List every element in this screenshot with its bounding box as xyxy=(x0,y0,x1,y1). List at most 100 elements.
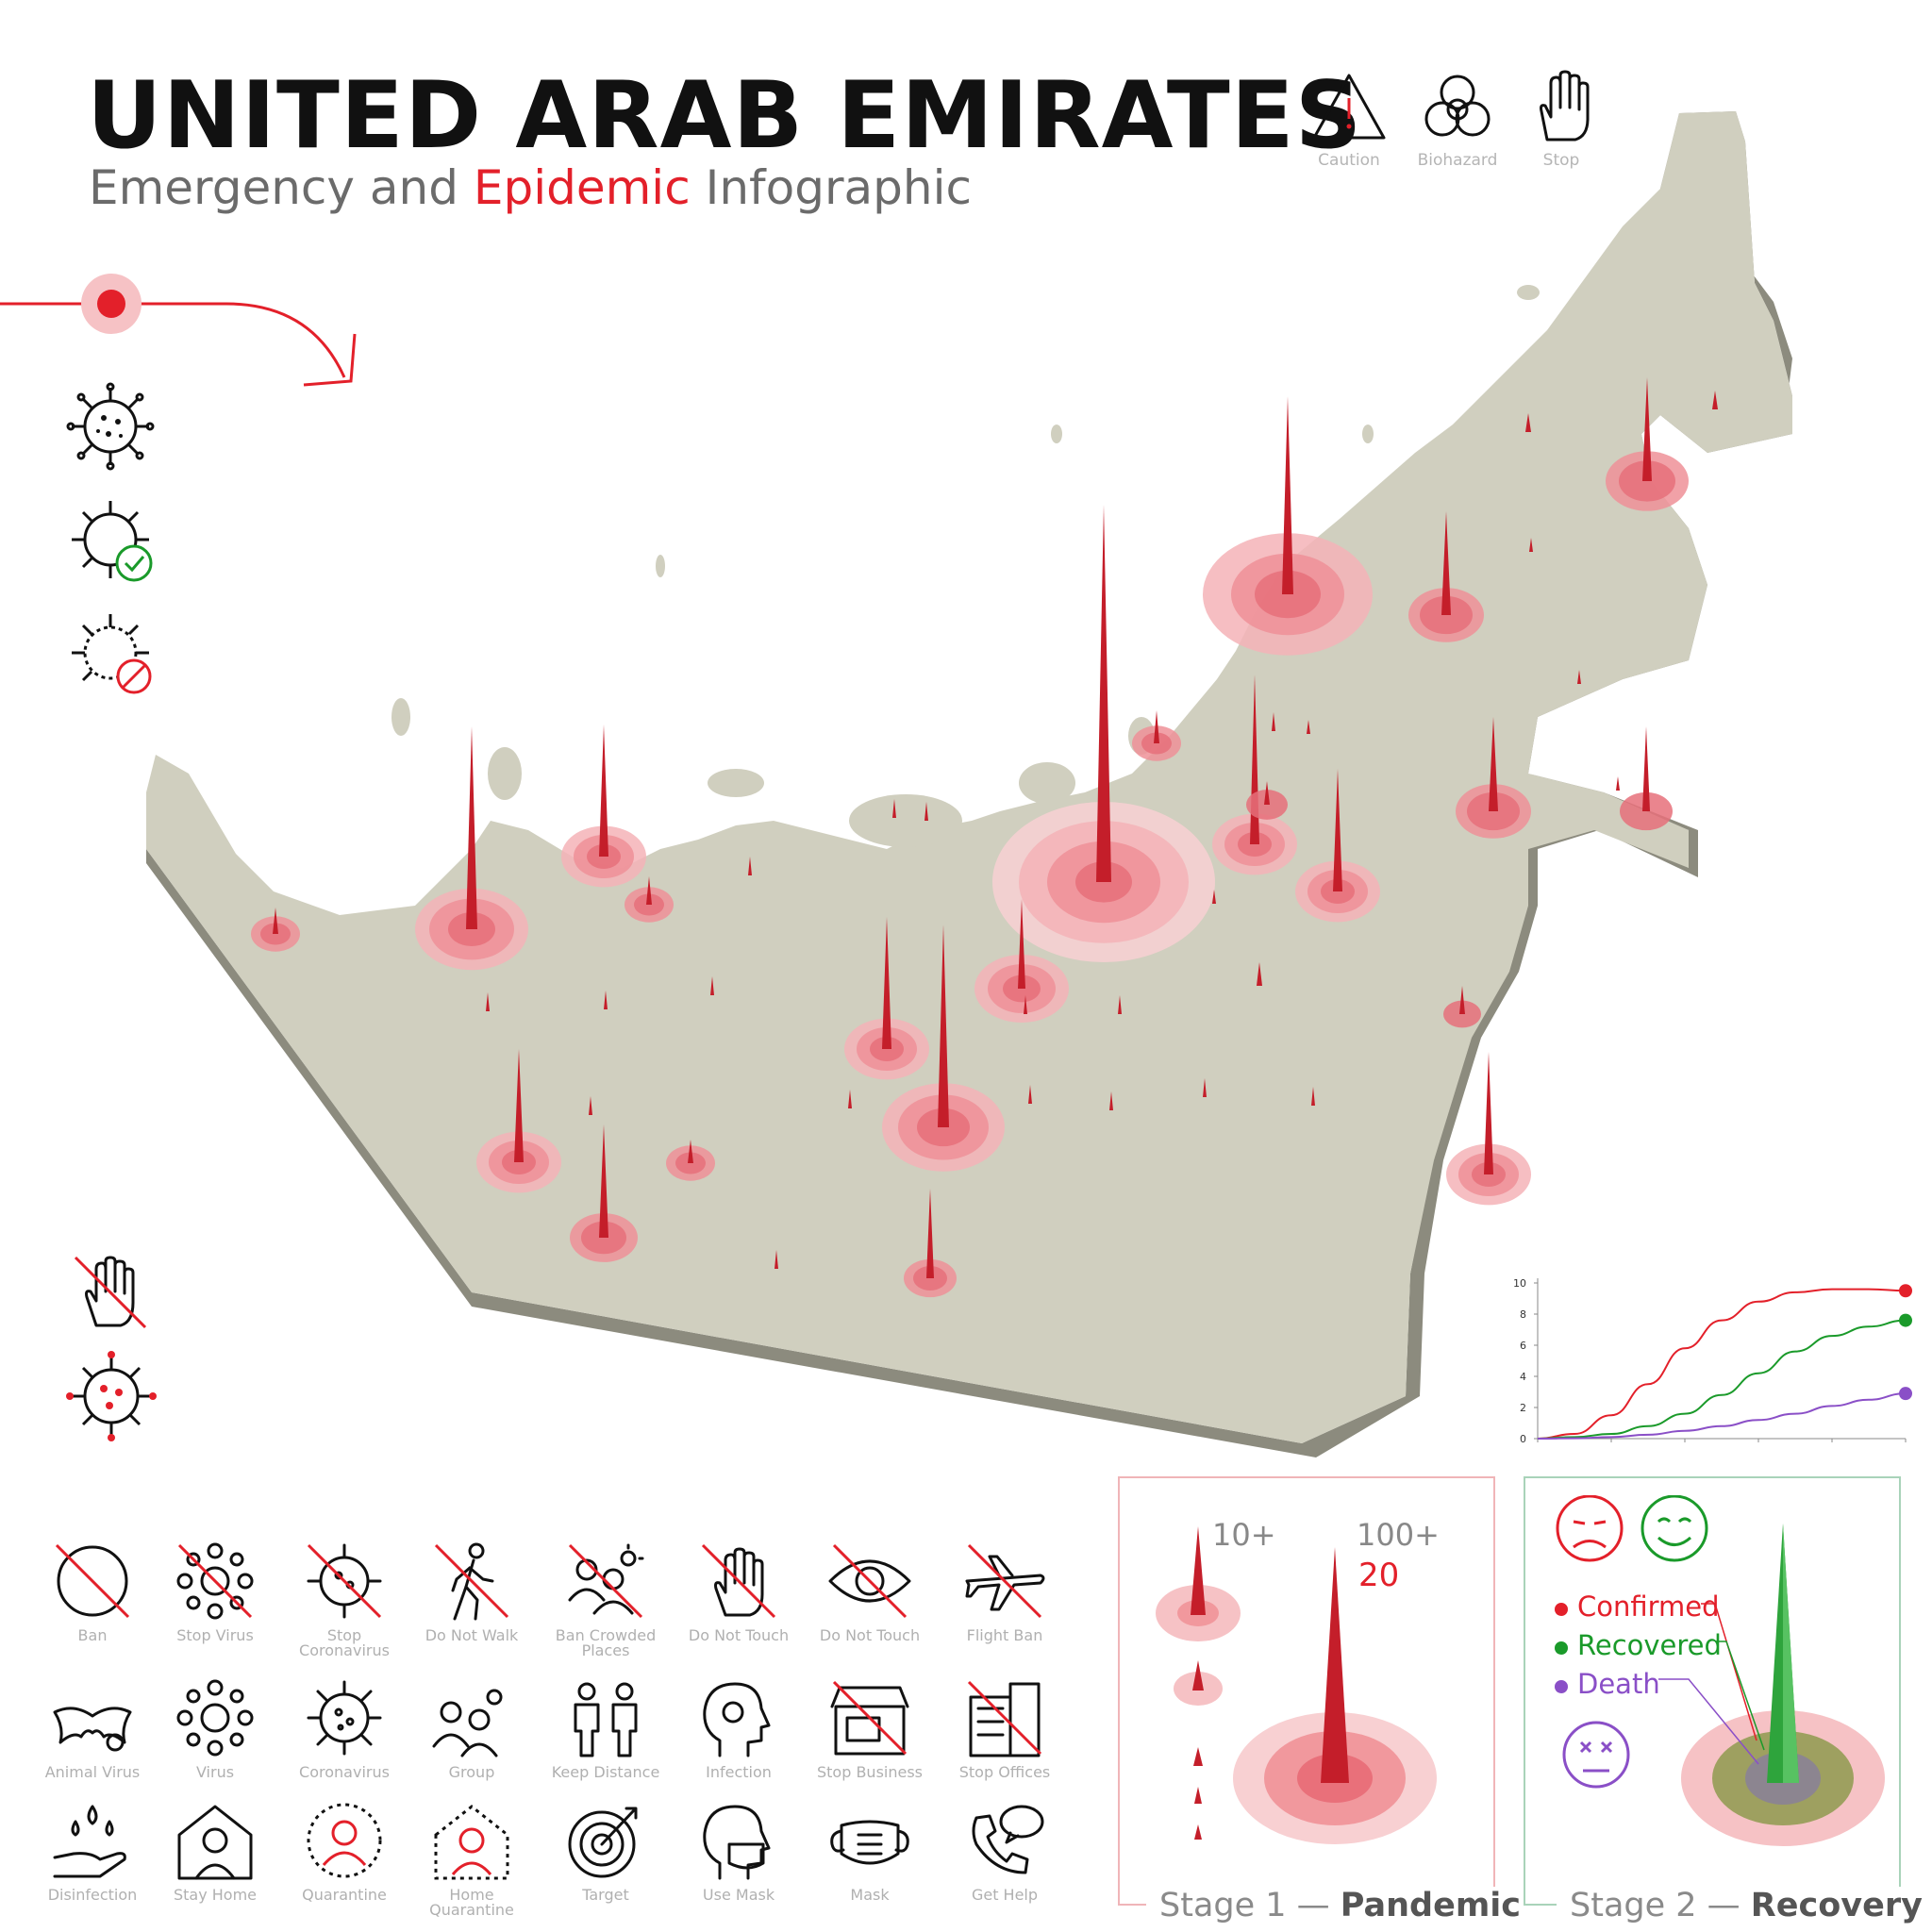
uae-map xyxy=(146,111,1792,1457)
map-spike xyxy=(1257,962,1262,986)
map-spike xyxy=(1443,986,1481,1028)
map-spike xyxy=(1577,670,1581,684)
stop-hand-icon xyxy=(1540,70,1590,142)
stage2-graphic xyxy=(1556,1495,1885,1846)
map-spike xyxy=(1203,396,1373,656)
grid-item-group: Group xyxy=(410,1674,533,1780)
biohazard-icon xyxy=(1424,75,1491,137)
stage1-title-b: Pandemic xyxy=(1340,1887,1522,1924)
chart-series-endpoint-2 xyxy=(1899,1387,1912,1401)
subtitle-part-3: Infographic xyxy=(690,160,972,215)
map-spike xyxy=(1109,1091,1113,1110)
stage1-spike-large xyxy=(1233,1547,1437,1844)
grid-item-disinfection: Disinfection xyxy=(31,1797,154,1903)
map-spike xyxy=(486,992,490,1011)
stage1-spike-tiny xyxy=(1174,1660,1223,1840)
map-spike xyxy=(1132,710,1181,761)
grid-item-stop-virus: Stop Virus xyxy=(154,1538,276,1643)
coronavirus-icon xyxy=(307,1680,382,1756)
confirmed-label: Confirmed xyxy=(1577,1591,1720,1623)
grid-item-label: Stop Offices xyxy=(958,1763,1051,1781)
get-help-icon xyxy=(972,1805,1044,1874)
map-spike xyxy=(904,1189,957,1298)
grid-item-label: Use Mask xyxy=(702,1886,775,1904)
map-spike xyxy=(1456,717,1531,839)
grid-item-label: Do Not Walk xyxy=(425,1626,519,1644)
virus-check-icon xyxy=(72,501,153,582)
caution-item: Caution xyxy=(1297,70,1401,170)
map-spike xyxy=(1446,1052,1531,1206)
map-spike xyxy=(604,991,608,1009)
chart-series-line-2 xyxy=(1537,1392,1907,1440)
map-spike xyxy=(666,1140,715,1181)
recovered-dot xyxy=(1555,1641,1568,1655)
map-spike xyxy=(844,917,929,1080)
subtitle-highlight: Epidemic xyxy=(473,160,691,215)
disinfection-icon xyxy=(53,1805,126,1878)
do-not-touch-icon xyxy=(701,1543,776,1619)
grid-item-label: Group xyxy=(448,1763,495,1781)
map-spike xyxy=(561,724,646,888)
map-spike xyxy=(1712,391,1718,409)
grid-item-infection: Infection xyxy=(677,1674,800,1780)
map-spike xyxy=(1118,995,1122,1014)
red-coronavirus-icon xyxy=(66,1351,157,1441)
bat-icon xyxy=(53,1707,132,1752)
grid-item-home-quarantine: Home Quarantine xyxy=(410,1797,533,1918)
map-spike xyxy=(570,1124,638,1262)
grid-item-label: Keep Distance xyxy=(551,1763,660,1781)
death-dot xyxy=(1555,1680,1568,1693)
map-spike xyxy=(1028,1085,1032,1104)
grid-item-label: Virus xyxy=(195,1763,235,1781)
grid-item-label: Infection xyxy=(706,1763,772,1781)
page-title: UNITED ARAB EMIRATES xyxy=(87,62,1363,170)
map-spike xyxy=(1295,769,1380,923)
grid-item-stop-offices: Stop Offices xyxy=(943,1674,1066,1780)
map-spike xyxy=(1620,726,1673,831)
map-spike xyxy=(1203,1078,1207,1097)
map-spike xyxy=(924,802,928,821)
grid-item-label: Stop Virus xyxy=(176,1626,254,1644)
do-not-walk-icon xyxy=(434,1542,509,1621)
ban-icon xyxy=(55,1543,130,1619)
grid-item-label: Stop Business xyxy=(816,1763,923,1781)
map-spike xyxy=(1408,511,1484,642)
map-spike xyxy=(1525,413,1531,432)
grid-item-quarantine: Quarantine xyxy=(283,1797,406,1903)
target-icon xyxy=(568,1807,638,1878)
map-spike xyxy=(1616,776,1620,791)
map-spike xyxy=(415,726,528,971)
stage1-title: Stage 1 — Pandemic xyxy=(1146,1887,1535,1924)
map-spike xyxy=(748,857,752,875)
coronavirus-icon xyxy=(66,382,155,471)
grid-item-label: Home Quarantine xyxy=(429,1886,514,1919)
grid-item-label: Flight Ban xyxy=(966,1626,1043,1644)
grid-item-label: Target xyxy=(582,1886,629,1904)
chart-y-tick-label: 6 xyxy=(1520,1340,1526,1352)
grid-item-label: Ban xyxy=(77,1626,108,1644)
stage1-spikes xyxy=(1156,1526,1437,1844)
stage1-title-a: Stage 1 — xyxy=(1159,1887,1341,1924)
grid-item-label: Quarantine xyxy=(302,1886,387,1904)
chart-y-tick-label: 0 xyxy=(1520,1433,1526,1445)
grid-item-target: Target xyxy=(544,1797,667,1903)
happy-face-icon xyxy=(1641,1495,1708,1562)
chart-series-line-0 xyxy=(1537,1288,1907,1440)
map-spike xyxy=(974,899,1069,1023)
map-spike xyxy=(1024,995,1027,1014)
grid-item-label: Stop Coronavirus xyxy=(299,1626,390,1659)
home-quarantine-icon xyxy=(434,1805,509,1880)
grid-item-keep-distance: Keep Distance xyxy=(544,1674,667,1780)
chart-series-endpoint-1 xyxy=(1899,1313,1912,1327)
virus-icon xyxy=(176,1679,254,1757)
stop-coronavirus-icon xyxy=(307,1543,382,1619)
stop-item: Stop xyxy=(1509,70,1613,170)
map-spike xyxy=(848,1090,852,1108)
grid-item-use-mask: Use Mask xyxy=(677,1797,800,1903)
caution-label: Caution xyxy=(1318,151,1380,170)
stage1-big-value: 20 xyxy=(1358,1557,1400,1594)
stop-offices-icon xyxy=(967,1680,1042,1757)
legend-death: Death xyxy=(1555,1668,1660,1700)
map-spike xyxy=(1529,538,1533,552)
eye-icon xyxy=(828,1543,911,1619)
